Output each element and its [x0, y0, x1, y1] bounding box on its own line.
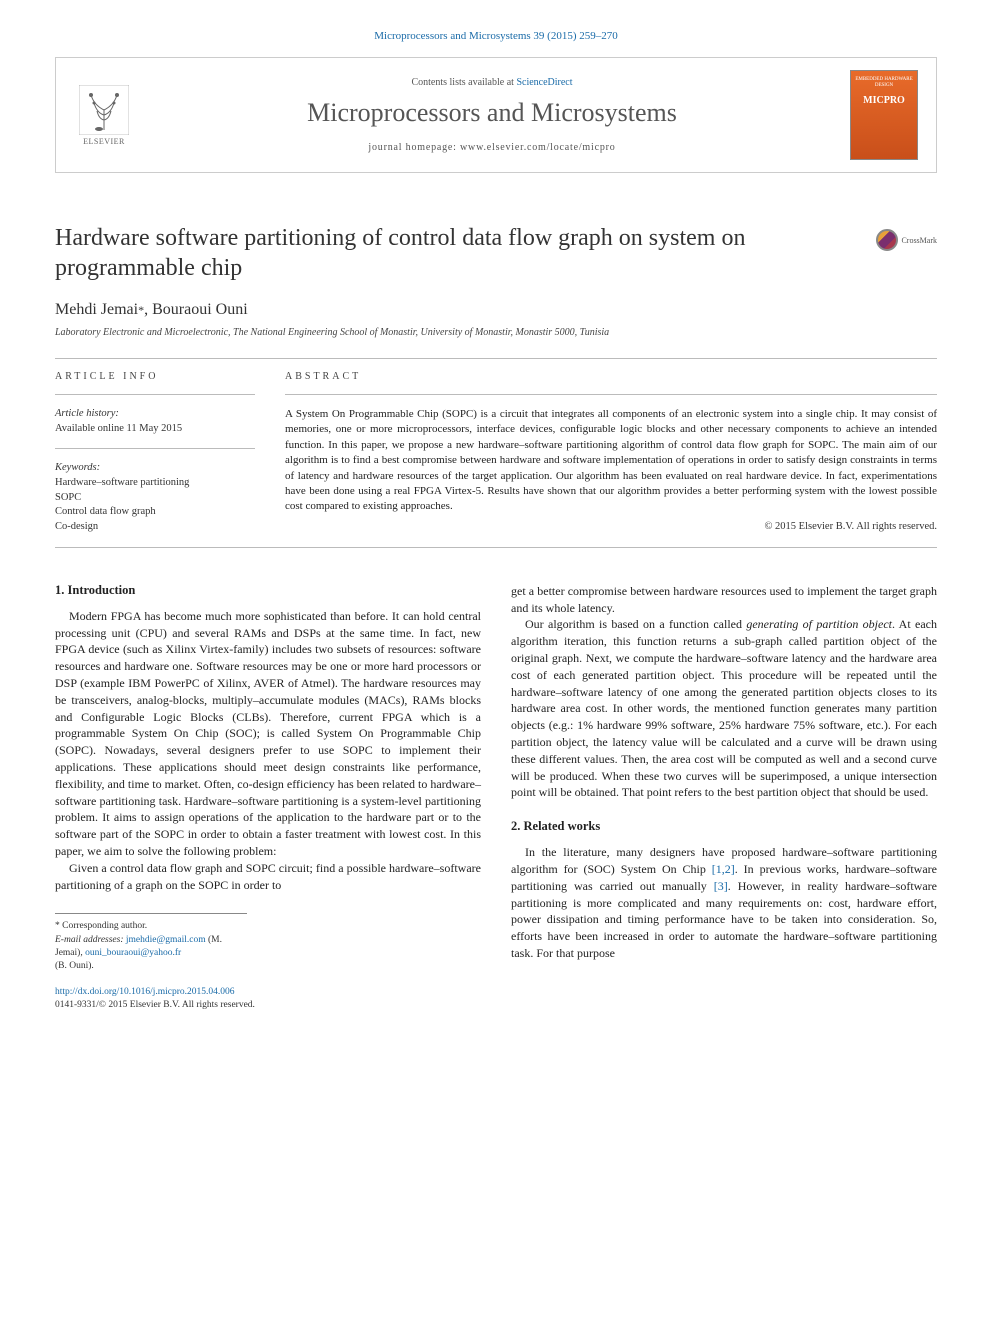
elsevier-logo[interactable]: ELSEVIER — [74, 80, 134, 150]
header-citation: Microprocessors and Microsystems 39 (201… — [55, 30, 937, 42]
abstract-text: A System On Programmable Chip (SOPC) is … — [285, 407, 937, 515]
section-1-paragraph-1: Modern FPGA has become much more sophist… — [55, 608, 481, 860]
section-2-heading: 2. Related works — [511, 819, 937, 834]
elsevier-label: ELSEVIER — [83, 137, 125, 146]
footnotes-block: * Corresponding author. E-mail addresses… — [55, 913, 247, 973]
contents-prefix: Contents lists available at — [411, 77, 516, 88]
cover-top-text: EMBEDDED HARDWARE DESIGN — [854, 77, 914, 89]
journal-cover-thumbnail[interactable]: EMBEDDED HARDWARE DESIGN MICPRO — [850, 70, 918, 160]
body-columns: 1. Introduction Modern FPGA has become m… — [55, 583, 937, 974]
footer-bar: http://dx.doi.org/10.1016/j.micpro.2015.… — [55, 986, 937, 1013]
ref-1-2-link[interactable]: [1,2] — [712, 862, 735, 876]
keyword-1: Hardware–software partitioning — [55, 476, 255, 491]
page-container: Microprocessors and Microsystems 39 (201… — [0, 0, 992, 1052]
email-addresses-line: E-mail addresses: jmehdie@gmail.com (M. … — [55, 934, 247, 961]
divider-top — [55, 358, 937, 359]
abstract-copyright: © 2015 Elsevier B.V. All rights reserved… — [285, 521, 937, 532]
col2-p2-a: Our algorithm is based on a function cal… — [525, 617, 746, 631]
keywords-block: Keywords: Hardware–software partitioning… — [55, 461, 255, 534]
abstract-column: ABSTRACT A System On Programmable Chip (… — [285, 371, 937, 535]
journal-name: Microprocessors and Microsystems — [154, 98, 830, 128]
author-2-link[interactable]: Bouraoui Ouni — [152, 301, 248, 318]
col2-paragraph-1: get a better compromise between hardware… — [511, 583, 937, 617]
divider-info-1 — [55, 394, 255, 395]
crossmark-badge[interactable]: CrossMark — [876, 229, 937, 251]
info-abstract-row: ARTICLE INFO Article history: Available … — [55, 371, 937, 535]
col2-p2-italic: generating of partition object — [746, 617, 892, 631]
affiliation-line: Laboratory Electronic and Microelectroni… — [55, 327, 937, 338]
divider-info-2 — [55, 448, 255, 449]
doi-link[interactable]: http://dx.doi.org/10.1016/j.micpro.2015.… — [55, 987, 235, 997]
section-2-paragraph-1: In the literature, many designers have p… — [511, 844, 937, 962]
keyword-3: Control data flow graph — [55, 505, 255, 520]
section-1-heading: 1. Introduction — [55, 583, 481, 598]
article-info-column: ARTICLE INFO Article history: Available … — [55, 371, 255, 535]
header-banner: ELSEVIER Contents lists available at Sci… — [55, 57, 937, 173]
cover-micpro-label: MICPRO — [863, 95, 905, 106]
email-2-who: (B. Ouni). — [55, 960, 247, 973]
homepage-url: www.elsevier.com/locate/micpro — [460, 142, 616, 153]
keywords-heading: Keywords: — [55, 461, 255, 476]
title-row: Hardware software partitioning of contro… — [55, 223, 937, 283]
corresponding-author-note: * Corresponding author. — [55, 920, 247, 933]
crossmark-icon — [876, 229, 898, 251]
col2-paragraph-2: Our algorithm is based on a function cal… — [511, 616, 937, 801]
crossmark-label: CrossMark — [901, 236, 937, 245]
authors-line: Mehdi Jemai*, Bouraoui Ouni — [55, 301, 937, 319]
email-2-link[interactable]: ouni_bouraoui@yahoo.fr — [85, 948, 181, 958]
email-label: E-mail addresses: — [55, 935, 124, 945]
section-1-paragraph-2: Given a control data flow graph and SOPC… — [55, 860, 481, 894]
left-column: 1. Introduction Modern FPGA has become m… — [55, 583, 481, 974]
author-separator: , — [144, 301, 152, 318]
email-1-link[interactable]: jmehdie@gmail.com — [126, 935, 206, 945]
article-history-block: Article history: Available online 11 May… — [55, 407, 255, 436]
keyword-2: SOPC — [55, 491, 255, 506]
banner-center: Contents lists available at ScienceDirec… — [134, 77, 850, 153]
keyword-4: Co-design — [55, 520, 255, 535]
elsevier-tree-icon — [79, 85, 129, 135]
homepage-prefix: journal homepage: — [368, 142, 460, 153]
history-heading: Article history: — [55, 407, 255, 422]
divider-bottom — [55, 547, 937, 548]
ref-3-link[interactable]: [3] — [714, 879, 728, 893]
article-info-label: ARTICLE INFO — [55, 371, 255, 382]
journal-homepage-line: journal homepage: www.elsevier.com/locat… — [154, 142, 830, 153]
contents-available-line: Contents lists available at ScienceDirec… — [154, 77, 830, 88]
issn-copyright-line: 0141-9331/© 2015 Elsevier B.V. All right… — [55, 999, 937, 1012]
author-1-link[interactable]: Mehdi Jemai — [55, 301, 138, 318]
sciencedirect-link[interactable]: ScienceDirect — [516, 77, 572, 88]
right-column: get a better compromise between hardware… — [511, 583, 937, 974]
divider-abstract — [285, 394, 937, 395]
abstract-label: ABSTRACT — [285, 371, 937, 382]
history-value: Available online 11 May 2015 — [55, 422, 255, 437]
col2-p2-b: . At each algorithm iteration, this func… — [511, 617, 937, 799]
article-title: Hardware software partitioning of contro… — [55, 223, 876, 283]
